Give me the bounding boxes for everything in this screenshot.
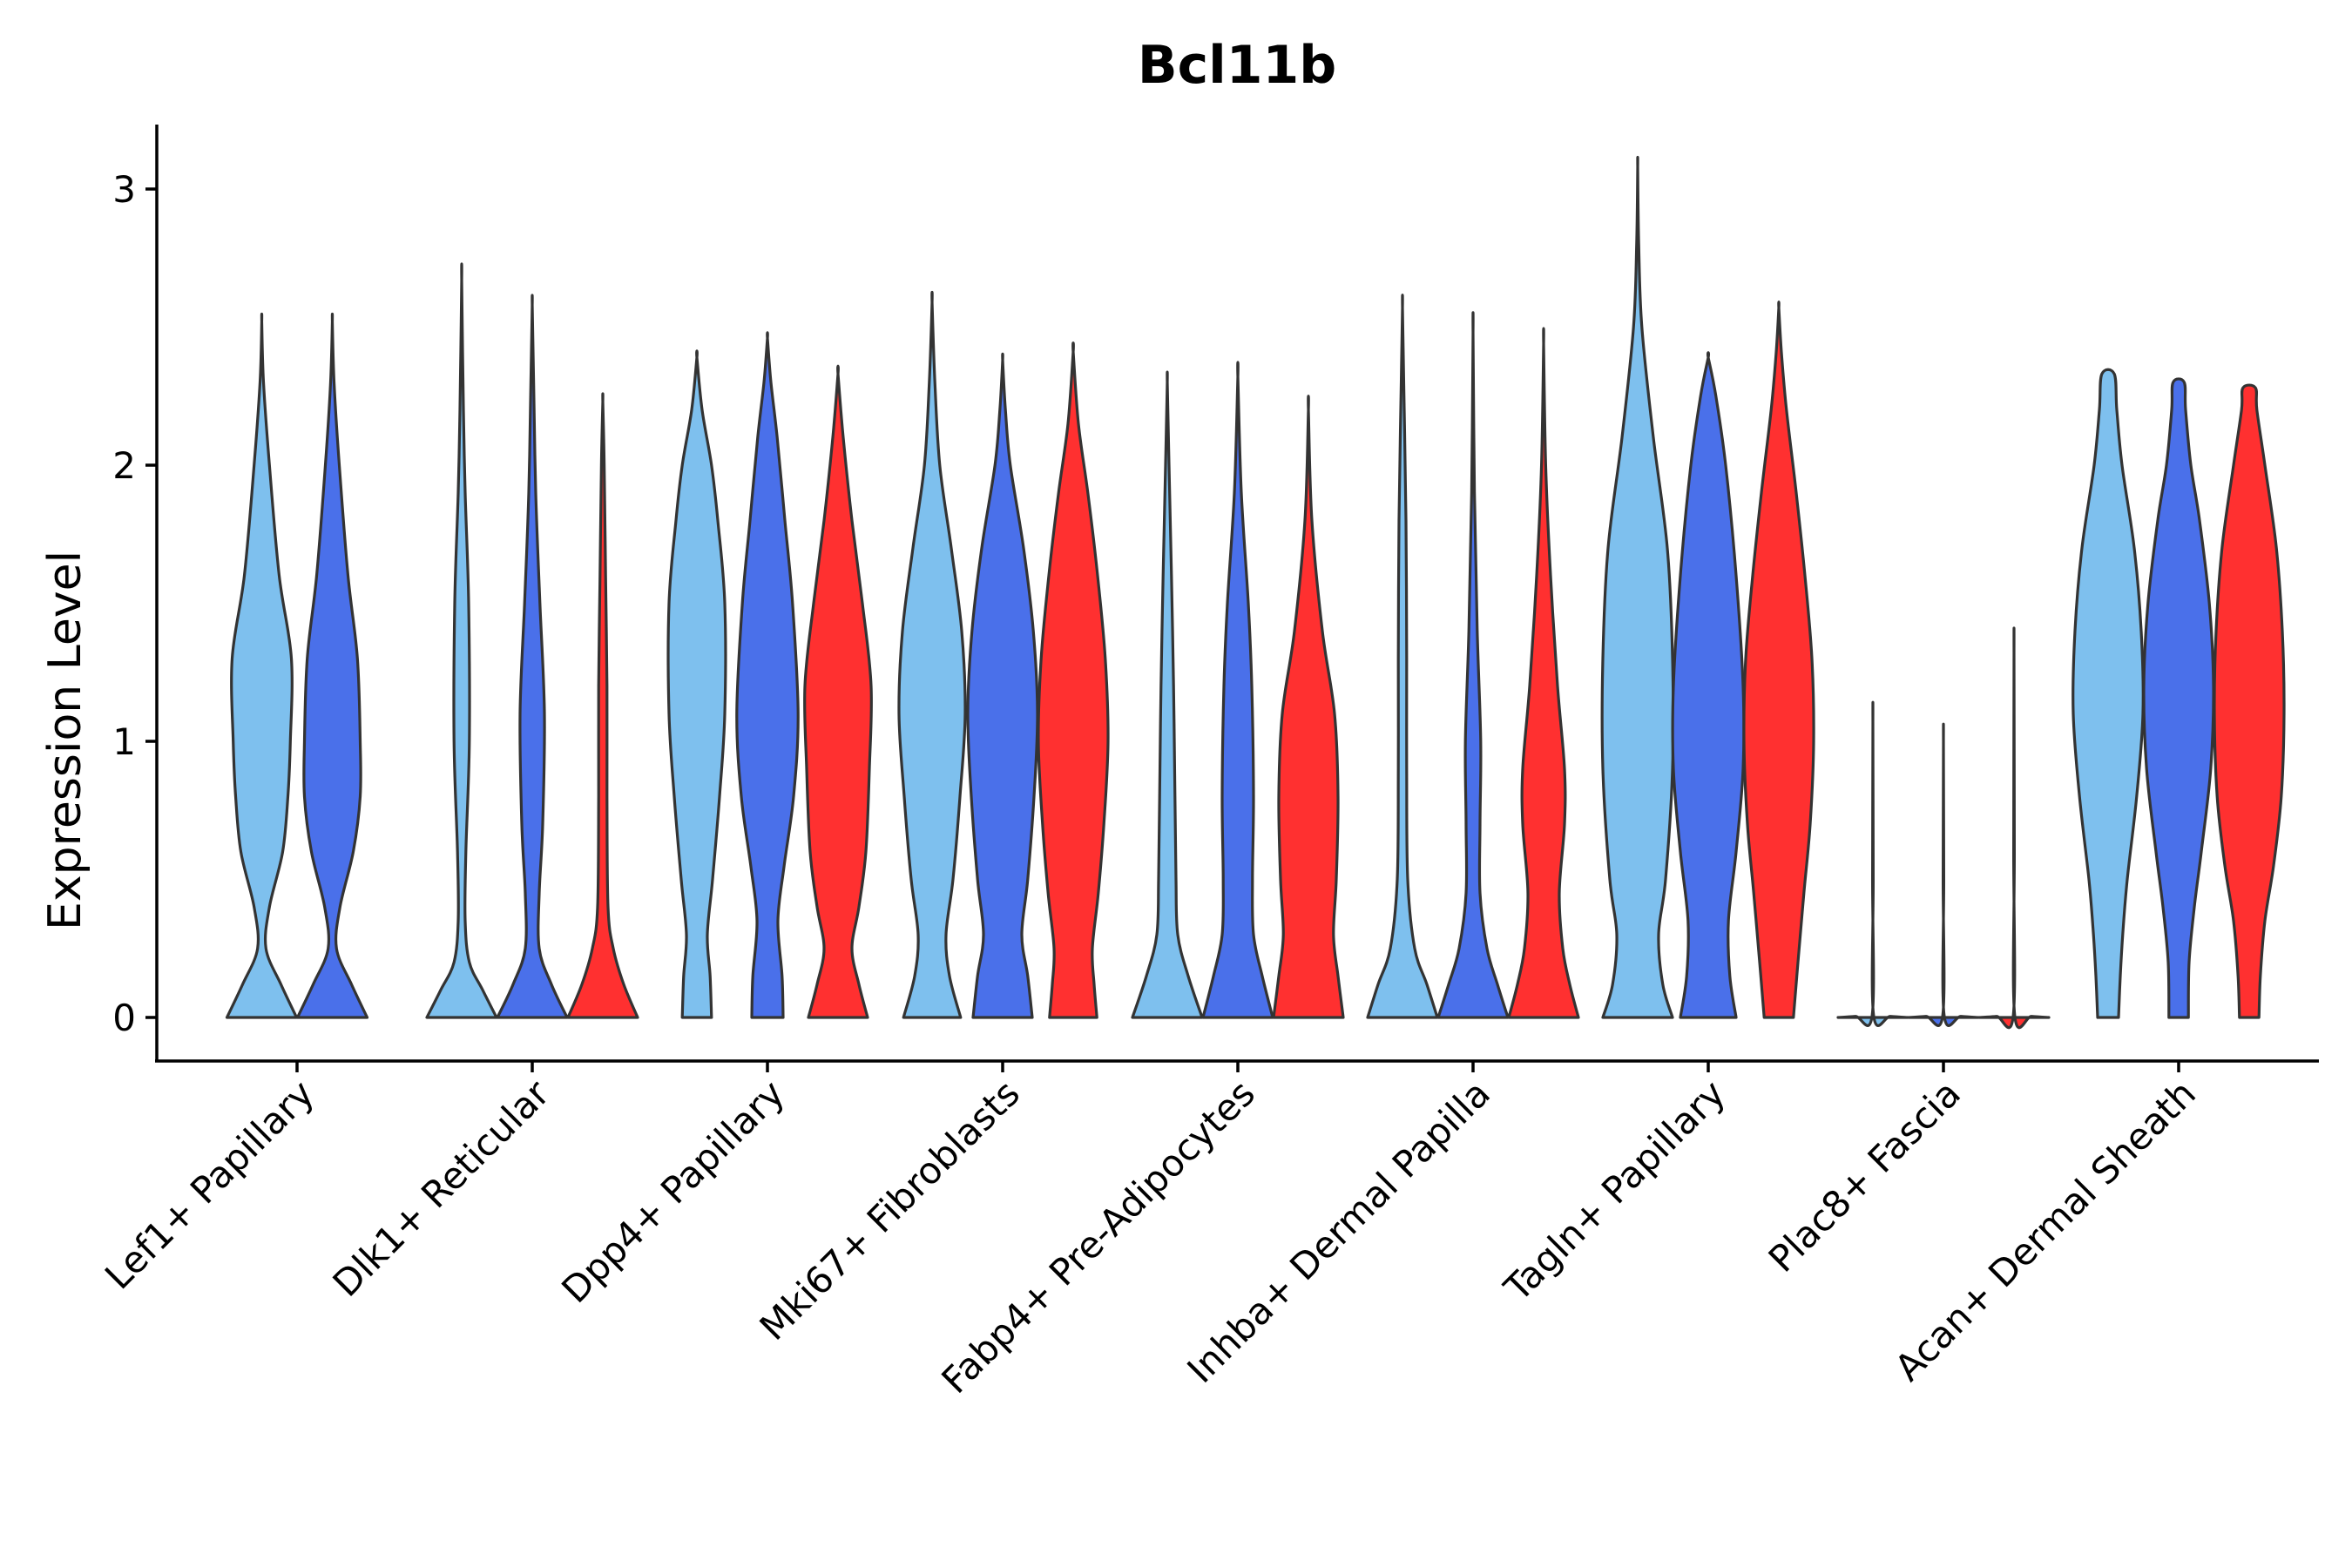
violin-blue [966, 352, 1039, 1019]
violin-red [1272, 395, 1345, 1019]
violin-red [1977, 626, 2051, 1030]
plot-area [225, 155, 2286, 1030]
violin-blue [1201, 361, 1274, 1019]
violin-red [803, 364, 873, 1019]
violin-light_blue [1836, 700, 1909, 1027]
violin-red [566, 392, 639, 1019]
violin-blue [2142, 377, 2215, 1019]
violin-light_blue [897, 290, 967, 1019]
category-group [225, 312, 369, 1019]
violin-blue [295, 312, 369, 1019]
violin-red [1507, 327, 1580, 1019]
chart-title: Bcl11b [1138, 35, 1336, 96]
violin-red [1742, 300, 1815, 1019]
violin-light_blue [1131, 370, 1204, 1019]
y-tick-label: 2 [112, 444, 136, 487]
violin-light_blue [666, 349, 727, 1019]
x-tick-label: Dlk1+ Reticular [325, 1071, 558, 1305]
violin-light_blue [2072, 368, 2145, 1019]
y-tick-label: 3 [112, 168, 136, 211]
x-tick-label: Mki67+ Fibroblasts [752, 1071, 1028, 1348]
y-tick-label: 0 [112, 997, 136, 1039]
violin-blue [1671, 351, 1746, 1019]
category-group [666, 331, 873, 1019]
y-axis-label: Expression Level [39, 551, 91, 930]
violin-blue [496, 294, 569, 1019]
x-tick-label: Dpp4+ Papillary [553, 1071, 793, 1311]
category-group [2072, 368, 2286, 1019]
x-tick-label: Plac8+ Fascia [1761, 1071, 1969, 1280]
violin-blue [735, 331, 800, 1019]
x-tick-label: Tagln+ Papillary [1496, 1071, 1734, 1309]
category-group [425, 262, 639, 1019]
category-group [897, 290, 1110, 1019]
category-group [1836, 626, 2051, 1030]
category-group [1366, 294, 1580, 1019]
y-axis-ticks: 0 1 2 3 [112, 168, 157, 1039]
y-tick-label: 1 [112, 720, 136, 763]
violin-light_blue [1600, 155, 1675, 1019]
violin-red [1037, 341, 1110, 1019]
violin-light_blue [1366, 294, 1439, 1019]
violin-blue [1907, 722, 1980, 1027]
x-tick-label: Lef1+ Papillary [97, 1071, 322, 1297]
category-group [1131, 361, 1345, 1019]
violin-red [2213, 383, 2286, 1019]
violin-blue [1436, 311, 1510, 1019]
category-group [1600, 155, 1815, 1019]
violin-light_blue [225, 312, 299, 1019]
violin-light_blue [425, 262, 498, 1019]
